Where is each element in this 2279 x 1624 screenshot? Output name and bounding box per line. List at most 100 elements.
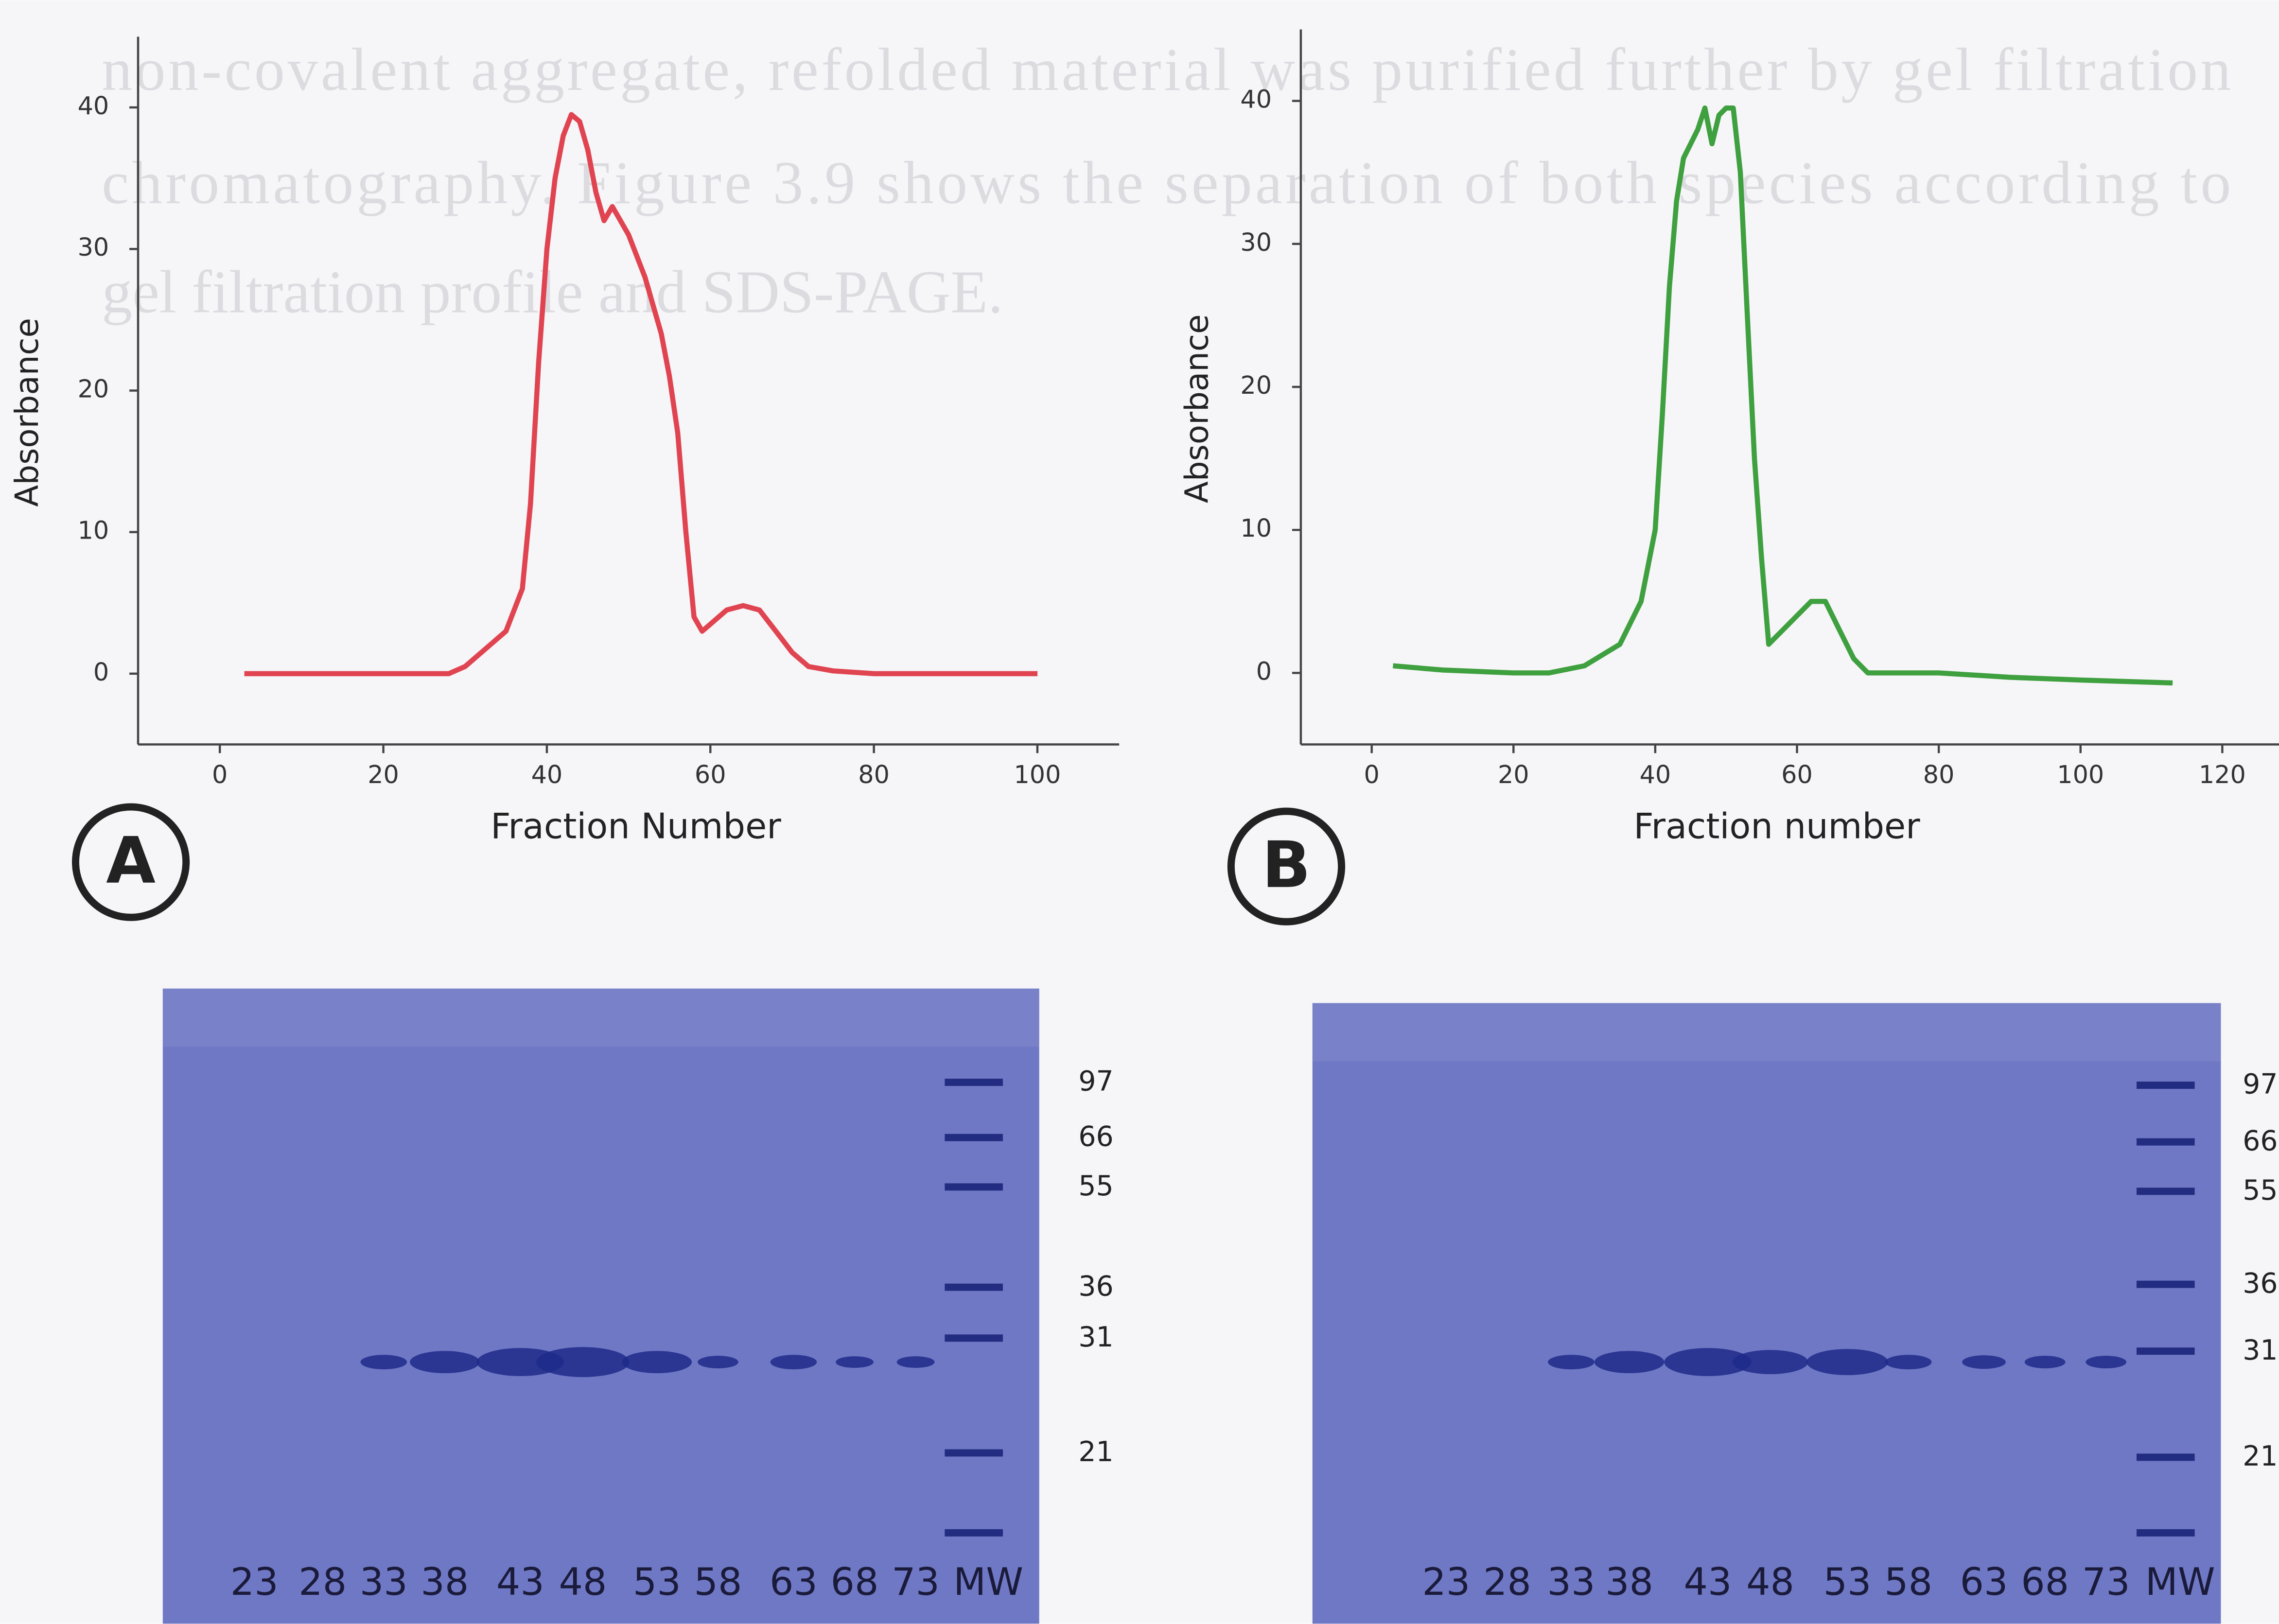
x-tick-label: 20 [1498, 760, 1529, 789]
lane-label: 23 [230, 1560, 279, 1604]
x-tick-label: 40 [531, 760, 563, 789]
gel-shade [1312, 1003, 2221, 1062]
x-tick-label: 100 [2057, 760, 2104, 789]
x-tick-label: 0 [212, 760, 228, 789]
mw-marker-label: 55 [2243, 1174, 2278, 1206]
lane-label: 33 [360, 1560, 408, 1604]
mw-marker-label: 36 [2243, 1267, 2278, 1299]
panel-label: A [106, 824, 156, 898]
lane-label: 73 [892, 1560, 940, 1604]
lane-label: 28 [298, 1560, 347, 1604]
x-tick-label: 120 [2199, 760, 2246, 789]
gel-band [2086, 1356, 2127, 1369]
gel-band [2024, 1356, 2066, 1369]
y-tick-label: 10 [1240, 514, 1272, 542]
ladder-band [945, 1449, 1003, 1457]
mw-marker-label: 21 [2243, 1440, 2278, 1472]
ladder-band [2137, 1280, 2195, 1288]
mw-marker-label: 31 [2243, 1334, 2278, 1366]
background-text: gel filtration profile and SDS-PAGE. [102, 258, 1003, 326]
mw-marker-label: 31 [1078, 1321, 1113, 1353]
background-text: non-covalent aggregate, refolded materia… [102, 36, 2231, 104]
lane-label: 58 [694, 1560, 742, 1604]
panel-label: B [1262, 828, 1311, 903]
y-axis-label: Absorbance [8, 318, 46, 507]
lane-label: 53 [633, 1560, 681, 1604]
mw-marker-label: 66 [2243, 1125, 2278, 1157]
gel-band [622, 1351, 692, 1374]
lane-label: 38 [1605, 1560, 1653, 1604]
lane-label: 73 [2082, 1560, 2130, 1604]
y-tick-label: 30 [1240, 228, 1272, 257]
mw-marker-label: 97 [2243, 1068, 2278, 1100]
lane-label: 28 [1483, 1560, 1531, 1604]
x-tick-label: 0 [1364, 760, 1380, 789]
ladder-band [2137, 1453, 2195, 1461]
x-tick-label: 60 [1781, 760, 1813, 789]
x-tick-label: 20 [368, 760, 399, 789]
x-tick-label: 40 [1640, 760, 1671, 789]
gel-image [162, 988, 1039, 1624]
ladder-band [945, 1134, 1003, 1141]
lane-label: 23 [1422, 1560, 1470, 1604]
panel-badge [1227, 807, 1346, 926]
y-axis-label: Absorbance [1178, 314, 1216, 504]
gel-band [1962, 1355, 2006, 1369]
ladder-band [945, 1183, 1003, 1191]
lane-label: 33 [1547, 1560, 1595, 1604]
mw-marker-label: 55 [1078, 1170, 1113, 1202]
gel-band [536, 1347, 630, 1378]
mw-marker-label: 21 [1078, 1436, 1113, 1468]
ladder-band [2137, 1347, 2195, 1355]
ladder-band [945, 1529, 1003, 1537]
ladder-band [945, 1283, 1003, 1291]
gel-band [1594, 1351, 1665, 1374]
ladder-band [945, 1079, 1003, 1086]
gel-band [410, 1351, 480, 1374]
y-tick-label: 0 [93, 658, 109, 686]
gel-band [360, 1355, 407, 1370]
gel-band [1548, 1355, 1595, 1370]
lane-label: 38 [421, 1560, 469, 1604]
mw-marker-label: 97 [1078, 1065, 1113, 1098]
y-tick-label: 40 [1240, 85, 1272, 114]
gel-band [1732, 1350, 1808, 1375]
lane-label: 58 [1884, 1560, 1932, 1604]
y-tick-label: 20 [1240, 371, 1272, 400]
data-line [1392, 105, 2173, 686]
ladder-band [945, 1334, 1003, 1342]
lane-label: 68 [831, 1560, 879, 1604]
ladder-band [2137, 1138, 2195, 1146]
lane-label: MW [2145, 1560, 2215, 1604]
mw-marker-label: 66 [1078, 1120, 1113, 1153]
y-tick-label: 10 [78, 516, 109, 545]
lane-label: MW [953, 1560, 1023, 1604]
lane-label: 68 [2021, 1560, 2069, 1604]
panel-badge [71, 803, 190, 921]
y-tick-label: 40 [78, 91, 109, 120]
data-line [244, 112, 1038, 677]
background-text: chromatography. Figure 3.9 shows the sep… [102, 149, 2231, 217]
x-tick-label: 80 [858, 760, 890, 789]
ladder-band [2137, 1082, 2195, 1089]
lane-label: 43 [496, 1560, 544, 1604]
lane-label: 48 [559, 1560, 607, 1604]
gel-band [1885, 1355, 1932, 1370]
x-axis-label: Fraction Number [491, 805, 781, 846]
x-tick-label: 100 [1014, 760, 1061, 789]
mw-marker-label: 36 [1078, 1270, 1113, 1302]
y-tick-label: 0 [1256, 657, 1272, 685]
lane-label: 43 [1684, 1560, 1732, 1604]
gel-band [896, 1356, 935, 1368]
x-tick-label: 60 [695, 760, 726, 789]
ladder-band [2137, 1529, 2195, 1537]
x-tick-label: 80 [1923, 760, 1955, 789]
lane-label: 63 [770, 1560, 818, 1604]
lane-label: 63 [1960, 1560, 2008, 1604]
gel-shade [162, 988, 1039, 1047]
gel-image [1312, 1003, 2221, 1624]
y-tick-label: 20 [78, 374, 109, 403]
gel-band [698, 1356, 738, 1369]
y-tick-label: 30 [78, 233, 109, 262]
